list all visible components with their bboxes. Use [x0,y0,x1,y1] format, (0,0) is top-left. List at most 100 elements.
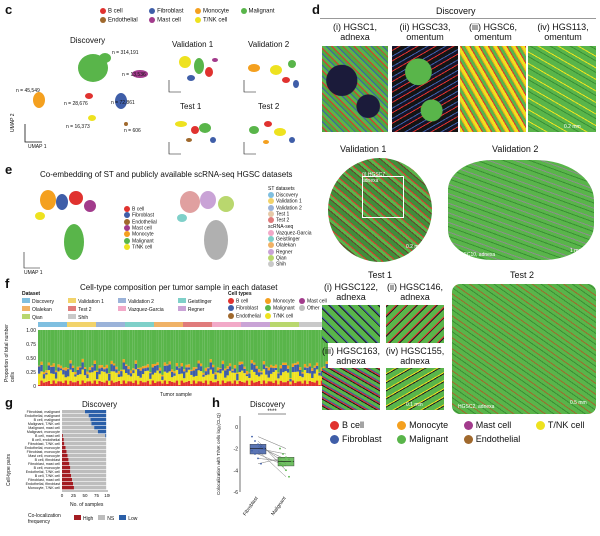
legend-label: Regner [187,307,205,313]
composition-bar-segment [311,378,314,382]
composition-bar-segment [125,373,128,384]
composition-bar-segment [110,364,113,372]
y-tick-label: B cell, malignant [34,418,60,422]
legend-label: Olalekan [276,242,296,249]
composition-bar-segment [245,370,249,375]
legend-swatch [149,8,156,14]
composition-bar-segment [173,375,176,383]
composition-bar-segment [83,330,87,368]
composition-bar-segment [233,330,237,365]
composition-bar-segment [228,366,232,371]
composition-bar-segment [226,366,229,369]
composition-bar-segment [282,362,285,365]
composition-bar-segment [156,370,159,382]
composition-bar-segment [279,380,283,386]
composition-bar-segment [180,363,183,367]
composition-bar-segment [38,330,41,366]
composition-bar-segment [47,362,51,366]
composition-bar-segment [323,330,326,367]
composition-bar-segment [255,366,258,369]
legend-label: Olalekan [32,307,52,313]
legend-swatch [124,243,130,250]
composition-bar-segment [88,367,92,371]
test2-tissue-image [452,284,596,414]
composition-bar-segment [255,374,258,382]
composition-bar-segment [180,330,183,364]
composition-bar-segment [144,365,147,369]
composition-bar-segment [255,330,258,367]
composition-bar-segment [108,380,111,385]
composition-bar-segment [216,372,220,381]
legend-swatch [74,515,81,520]
composition-bar-segment [311,370,314,379]
composition-bar-segment [209,362,212,370]
legend-swatch [268,192,274,198]
composition-bar-segment [284,362,287,365]
composition-bar-segment [173,371,176,374]
legend-label: T/NK cell [203,17,228,24]
composition-bar-segment [59,381,63,386]
composition-bar-segment [59,365,63,369]
composition-bar-segment [144,330,147,366]
y-tick-label: B cell, monocyte [34,466,60,470]
composition-bar-segment [175,330,179,363]
composition-bar-segment [183,369,186,372]
composition-bar-segment [137,367,140,369]
composition-bar-segment [315,380,319,386]
legend-label: Qian [276,255,287,262]
composition-bar-segment [216,370,220,373]
composition-bar-segment [125,364,128,366]
legend-item: T/NK cell [265,312,296,319]
composition-bar-segment [108,384,111,386]
composition-bar-segment [216,380,220,386]
legend-label: Validation 2 [276,204,302,211]
y-axis-label: Colocalization with T/NK cells log₂(CLQ) [216,413,221,495]
legend-item: Endothelial [228,312,262,319]
composition-bar-segment [137,330,140,368]
composition-bar-segment [325,330,328,362]
composition-bar-segment [76,366,80,370]
composition-bar-segment [233,380,237,386]
y-tick-label: Endothelial, T/NK cell [26,470,60,474]
composition-bar-segment [110,380,113,386]
composition-bar-segment [57,367,60,372]
composition-bar-segment [195,375,198,384]
bar-segment [62,454,68,458]
composition-bar-segment [318,330,321,372]
composition-bar-segment [127,330,130,367]
data-point [291,460,293,463]
composition-bar-segment [166,365,169,373]
x-tick-label: Malignant [270,495,288,517]
legend-item: Shih [268,261,311,268]
y-tick-label: Fibroblast, malignant [27,410,60,414]
composition-bar-segment [93,380,96,386]
legend-swatch [298,305,305,312]
legend-swatch [268,242,274,249]
legend-swatch [22,306,30,311]
composition-bar-segment [301,383,304,386]
y-tick-label: B cell, fibroblast [35,458,60,462]
composition-bar-segment [170,371,174,378]
composition-bar-segment [86,374,89,379]
composition-bar-segment [185,364,188,368]
composition-bar-segment [272,330,275,367]
legend-item: Regner [177,306,222,313]
composition-bar-segment [313,367,316,374]
composition-bar-segment [161,383,164,386]
validation2-umap-plot [243,60,299,93]
composition-bar-segment [166,383,169,386]
legend-swatch [177,306,186,311]
composition-bar-segment [262,361,266,365]
composition-bar-segment [158,381,162,386]
composition-bar-segment [286,372,290,381]
composition-bar-segment [76,374,80,381]
composition-bar-segment [120,383,123,386]
composition-bar-segment [105,373,109,381]
legend-swatch [119,515,127,520]
legend-label: Low [128,516,138,522]
data-point [279,447,281,450]
composition-bar-segment [257,369,261,373]
validation1-inset-label: (i) HGSC7 adnexa [362,172,386,184]
composition-bar-segment [202,382,205,386]
legend-item: Test 1 [268,210,311,217]
